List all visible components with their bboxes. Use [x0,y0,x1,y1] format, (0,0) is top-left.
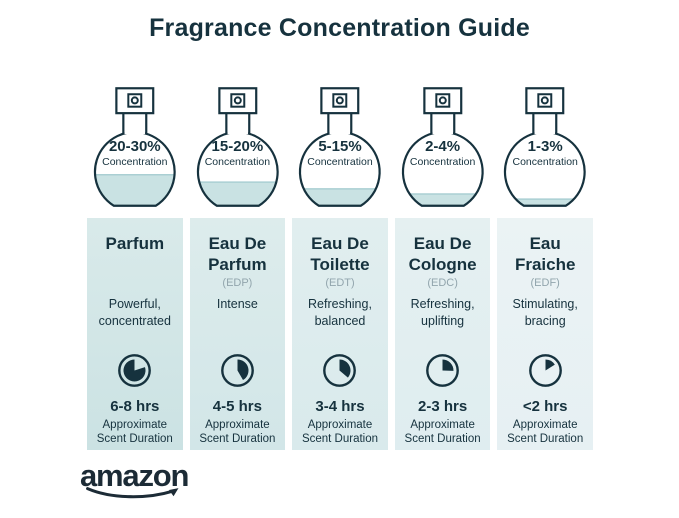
amazon-logo: amazon [80,458,192,502]
fragrance-card: Parfum Powerful, concentrated 6-8 hrs Ap… [87,218,183,450]
clock-icon [323,354,357,387]
fragrance-description: Powerful, concentrated [98,297,171,328]
duration-hours: <2 hrs [522,398,568,415]
fragrance-name: Eau De Cologne [408,234,477,274]
fragrance-card-header: Eau De Toilette (EDT) [304,233,376,296]
duration-caption: Approximate Scent Duration [199,419,276,445]
perfume-bottle: 2-4% Concentration [395,85,491,218]
perfume-bottle-icon [93,87,176,207]
fragrance-card: Eau De Parfum (EDP) Intense 4-5 hrs Appr… [189,218,286,450]
perfume-bottle: 5-15% Concentration [292,85,388,218]
fragrance-abbreviation: (EDT) [325,277,355,289]
fragrance-column: 1-3% Concentration Eau Fraiche (EDF) Sti… [497,85,593,450]
perfume-bottle-icon [299,87,381,207]
duration-hours: 4-5 hrs [212,398,262,415]
fragrance-description: Intense [216,297,258,311]
fragrance-column: 15-20% Concentration Eau De Parfum (EDP)… [189,85,286,450]
perfume-bottle: 20-30% Concentration [87,85,183,218]
fragrance-card: Eau De Cologne (EDC) Refreshing, uplifti… [394,218,491,450]
amazon-wordmark: amazon [80,458,189,493]
perfume-bottle-icon [196,87,279,207]
clock-icon [220,354,254,387]
amazon-smile-icon [86,487,179,499]
columns: 20-30% Concentration Parfum Powerful, co… [87,85,593,450]
duration-hours: 6-8 hrs [110,398,160,415]
clock-icon [528,354,562,387]
fragrance-card-header: Eau De Parfum (EDP) [201,233,273,296]
fragrance-description: Refreshing, balanced [308,297,372,328]
fragrance-column: 20-30% Concentration Parfum Powerful, co… [87,85,183,450]
perfume-bottle-icon [401,87,484,207]
fragrance-abbreviation: (EDF) [530,277,560,289]
duration-caption: Approximate Scent Duration [301,419,379,445]
perfume-bottle: 15-20% Concentration [190,85,286,218]
fragrance-abbreviation: (EDP) [222,277,253,289]
fragrance-column: 5-15% Concentration Eau De Toilette (EDT… [292,85,388,450]
duration-hours: 3-4 hrs [315,398,365,415]
fragrance-name: Parfum [105,234,165,253]
duration-hours: 2-3 hrs [417,398,468,415]
fragrance-name: Eau De Toilette [310,234,370,274]
perfume-bottle-icon [504,87,587,207]
fragrance-card-header: Parfum [106,233,165,296]
clock-icon [118,354,152,387]
duration-caption: Approximate Scent Duration [404,419,481,445]
duration-caption: Approximate Scent Duration [96,419,173,445]
clock-icon [426,354,459,387]
duration-caption: Approximate Scent Duration [507,419,584,445]
fragrance-card-header: Eau Fraiche (EDF) [509,233,581,296]
fragrance-card-header: Eau De Cologne (EDC) [407,233,479,296]
fragrance-name: Eau De Parfum [208,234,267,274]
fragrance-card: Eau De Toilette (EDT) Refreshing, balanc… [292,218,388,450]
fragrance-name: Eau Fraiche [514,234,576,274]
fragrance-column: 2-4% Concentration Eau De Cologne (EDC) … [394,85,491,450]
page-title: Fragrance Concentration Guide [149,14,530,42]
fragrance-abbreviation: (EDC) [427,277,458,289]
fragrance-description: Refreshing, uplifting [410,297,475,328]
perfume-bottle: 1-3% Concentration [497,85,593,218]
fragrance-description: Stimulating, bracing [512,297,578,328]
fragrance-card: Eau Fraiche (EDF) Stimulating, bracing <… [497,218,593,450]
